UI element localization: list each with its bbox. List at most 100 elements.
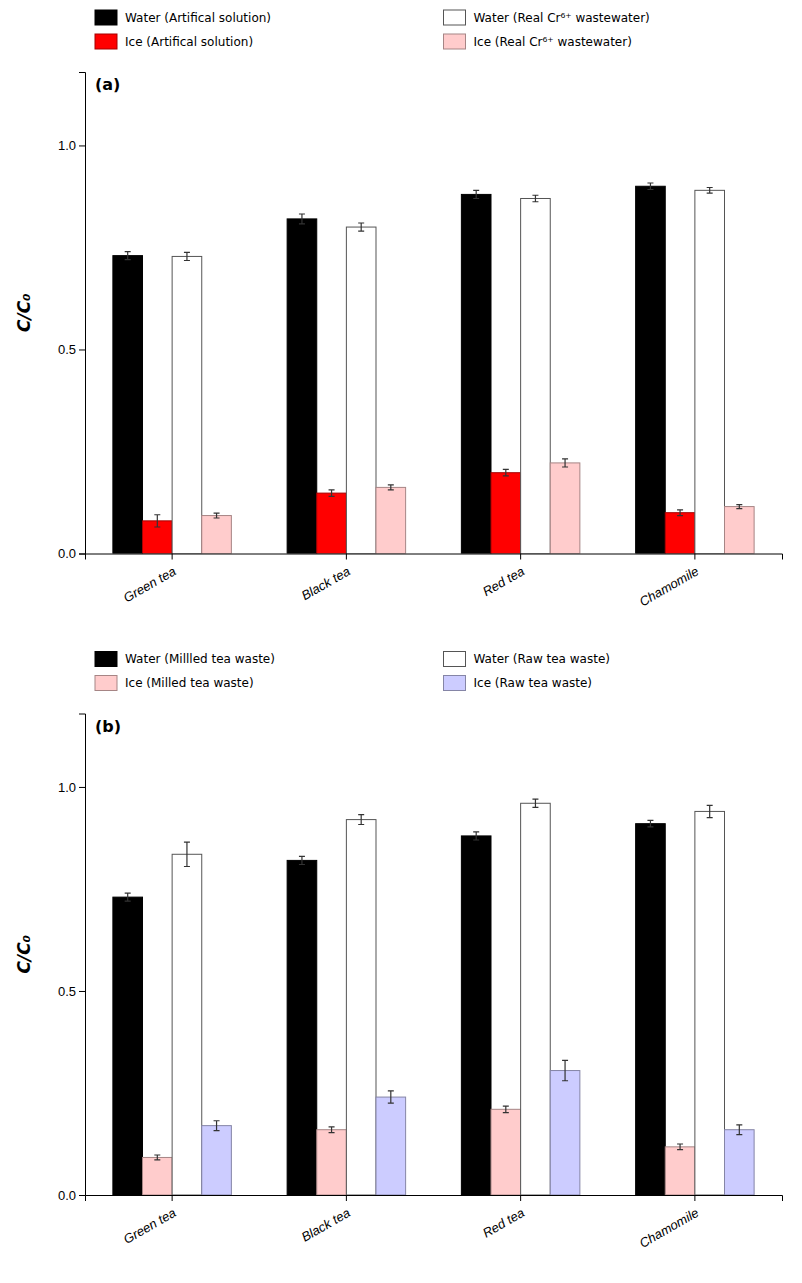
- bar: [202, 516, 232, 554]
- error-bar: [214, 513, 220, 518]
- tick-mark: [694, 1195, 695, 1201]
- legend-label: Water (Millled tea waste): [125, 652, 275, 666]
- error-bar: [125, 893, 131, 901]
- error-bar: [532, 799, 538, 807]
- series: [143, 1106, 695, 1195]
- series: [202, 459, 754, 554]
- error-bar: [736, 505, 742, 509]
- legend-label: Ice (Real Cr⁶⁺ wastewater): [474, 35, 632, 49]
- tick-mark: [79, 554, 85, 555]
- axis-line: [79, 73, 86, 555]
- legend-item: Ice (Raw tea waste): [444, 676, 593, 691]
- series: [143, 469, 695, 553]
- bar: [695, 811, 725, 1195]
- error-bar: [125, 252, 131, 260]
- panel: 0.00.51.0Green teaBlack teaRed teaChamom…: [14, 10, 783, 609]
- tick-label: Black tea: [299, 1205, 353, 1245]
- bar: [491, 473, 521, 554]
- title: (a): [95, 75, 120, 94]
- legend-swatch: [95, 652, 117, 667]
- tick-label: 0.0: [58, 1188, 76, 1203]
- error-bar: [503, 469, 509, 476]
- tick-mark: [346, 554, 347, 560]
- legend: Water (Artifical solution)Ice (Artifical…: [95, 10, 650, 49]
- bar: [636, 186, 666, 553]
- legend-item: Ice (Artifical solution): [95, 34, 253, 49]
- error-bar: [358, 223, 364, 231]
- legend-item: Water (Millled tea waste): [95, 652, 275, 667]
- bar: [113, 897, 143, 1195]
- tick-mark: [694, 554, 695, 560]
- legend-item: Ice (Milled tea waste): [95, 676, 254, 691]
- tick: 0.0: [58, 1188, 85, 1203]
- error-bar: [707, 805, 713, 817]
- legend-swatch: [444, 676, 466, 691]
- bar: [550, 1071, 580, 1195]
- bar: [521, 198, 551, 553]
- bar: [491, 1109, 521, 1195]
- tick-label: Chamomile: [637, 1205, 701, 1251]
- tick-label: Red tea: [480, 1205, 527, 1241]
- tick-label: Green tea: [121, 1205, 179, 1247]
- legend-item: Water (Raw tea waste): [444, 652, 610, 667]
- bar: [113, 256, 143, 554]
- error-bar: [154, 515, 160, 527]
- series: [202, 1060, 754, 1195]
- tick: Green tea: [121, 554, 179, 606]
- bar: [461, 836, 491, 1195]
- error-bar: [388, 485, 394, 490]
- bar: [202, 1126, 232, 1195]
- tick-label: 0.0: [58, 546, 76, 561]
- legend-label: Water (Real Cr⁶⁺ wastewater): [474, 11, 650, 25]
- error-bar: [562, 459, 568, 467]
- legend-swatch: [444, 10, 466, 25]
- axis-line: [86, 1196, 783, 1202]
- tick-label: Red tea: [480, 563, 527, 599]
- error-bar: [473, 832, 479, 840]
- bar: [317, 1130, 347, 1195]
- tick-mark: [79, 991, 85, 992]
- legend-label: Ice (Raw tea waste): [474, 676, 593, 690]
- error-bar: [299, 214, 305, 224]
- tick-label: 1.0: [58, 138, 76, 153]
- bar: [695, 190, 725, 553]
- error-bar: [184, 252, 190, 260]
- tick: 1.0: [58, 138, 85, 153]
- series: [172, 799, 724, 1195]
- tick-mark: [79, 1195, 85, 1196]
- tick: 0.0: [58, 546, 85, 561]
- tick-mark: [346, 1195, 347, 1201]
- tick-label: Chamomile: [637, 563, 701, 609]
- axis-line: [79, 714, 86, 1196]
- bar: [376, 487, 406, 553]
- tick-label: 0.5: [58, 342, 76, 357]
- error-bar: [736, 1125, 742, 1135]
- tick-mark: [520, 554, 521, 560]
- legend-swatch: [95, 676, 117, 691]
- bar: [143, 1157, 173, 1195]
- bar: [172, 854, 202, 1195]
- error-bar: [677, 1144, 683, 1150]
- bar: [317, 493, 347, 553]
- legend-swatch: [95, 10, 117, 25]
- y-axis-title: C/C₀: [14, 934, 34, 973]
- marks: [113, 799, 754, 1195]
- error-bar: [647, 183, 653, 190]
- tick-mark: [79, 349, 85, 350]
- title: (b): [95, 717, 121, 736]
- panel: 0.00.51.0Green teaBlack teaRed teaChamom…: [14, 652, 783, 1251]
- legend-swatch: [444, 652, 466, 667]
- error-bar: [358, 815, 364, 825]
- tick-mark: [172, 1195, 173, 1201]
- x-axis: Green teaBlack teaRed teaChamomile: [86, 554, 783, 610]
- tick: Chamomile: [637, 1195, 701, 1251]
- y-axis-title: C/C₀: [14, 293, 34, 332]
- bar: [461, 194, 491, 553]
- tick-mark: [520, 1195, 521, 1201]
- error-bar: [184, 842, 190, 866]
- tick-mark: [79, 787, 85, 788]
- tick-label: Green tea: [121, 563, 179, 605]
- error-bar: [299, 856, 305, 864]
- series: [113, 820, 665, 1195]
- tick-label: 0.5: [58, 984, 76, 999]
